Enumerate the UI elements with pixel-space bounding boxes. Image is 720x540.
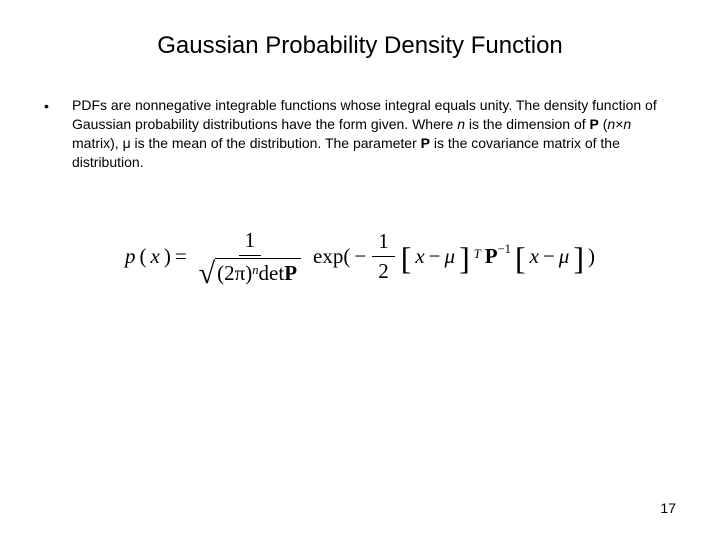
eq-det: det	[259, 261, 285, 286]
text-seg: matrix),	[72, 135, 123, 151]
slide-title: Gaussian Probability Density Function	[0, 0, 720, 96]
eq-P: P	[485, 244, 498, 268]
eq-minus: −	[429, 244, 441, 269]
eq-frac-num: 1	[372, 229, 395, 257]
eq-lparen: (	[217, 261, 224, 286]
eq-transpose: T	[474, 247, 481, 262]
eq-sqrt-body: (2π)n det P	[215, 258, 301, 286]
bullet-item: • PDFs are nonnegative integrable functi…	[44, 96, 676, 172]
var-P: P	[421, 135, 430, 151]
page-number: 17	[660, 500, 676, 516]
eq-neg1: −1	[498, 242, 511, 256]
eq-rparen: )	[588, 244, 595, 269]
eq-P: P	[284, 261, 297, 286]
eq-lbracket: [	[515, 240, 526, 277]
eq-minus: −	[354, 244, 366, 269]
var-n: n	[457, 116, 465, 132]
content-area: • PDFs are nonnegative integrable functi…	[0, 96, 720, 286]
eq-P-inv: P−1	[485, 244, 511, 269]
eq-minus: −	[543, 244, 555, 269]
equation-area: p(x) = 1 √ (2π)n det P exp(− 1 2 [x	[44, 228, 676, 286]
gaussian-pdf-equation: p(x) = 1 √ (2π)n det P exp(− 1 2 [x	[125, 228, 595, 286]
eq-lparen: (	[139, 244, 146, 269]
eq-rparen: )	[164, 244, 171, 269]
text-seg: is the dimension of	[465, 116, 590, 132]
eq-2pi: 2π	[224, 261, 245, 286]
eq-frac-den: 2	[372, 257, 395, 284]
eq-x: x	[150, 244, 159, 269]
eq-frac-num: 1	[239, 228, 262, 256]
text-seg: is the mean of the distribution. The par…	[131, 135, 421, 151]
eq-p: p	[125, 244, 136, 269]
eq-rbracket: ]	[573, 240, 584, 277]
eq-exp-n: n	[252, 263, 258, 278]
bullet-text: PDFs are nonnegative integrable function…	[72, 96, 676, 172]
eq-mu: μ	[559, 244, 570, 269]
eq-frac-den: √ (2π)n det P	[193, 256, 307, 286]
bullet-marker: •	[44, 96, 72, 116]
var-P: P	[590, 116, 599, 132]
eq-lbracket: [	[401, 240, 412, 277]
eq-x: x	[415, 244, 424, 269]
eq-rbracket: ]	[459, 240, 470, 277]
eq-equals: =	[175, 244, 187, 269]
var-mu: μ	[123, 135, 131, 151]
eq-mu: μ	[445, 244, 456, 269]
eq-sqrt: √ (2π)n det P	[199, 258, 301, 286]
eq-exp-fn: exp(	[313, 244, 350, 269]
eq-rparen: )	[245, 261, 252, 286]
eq-fraction-norm: 1 √ (2π)n det P	[193, 228, 307, 286]
eq-x: x	[530, 244, 539, 269]
var-n: n	[623, 116, 631, 132]
eq-fraction-half: 1 2	[372, 229, 395, 284]
sqrt-sign-icon: √	[199, 262, 215, 290]
